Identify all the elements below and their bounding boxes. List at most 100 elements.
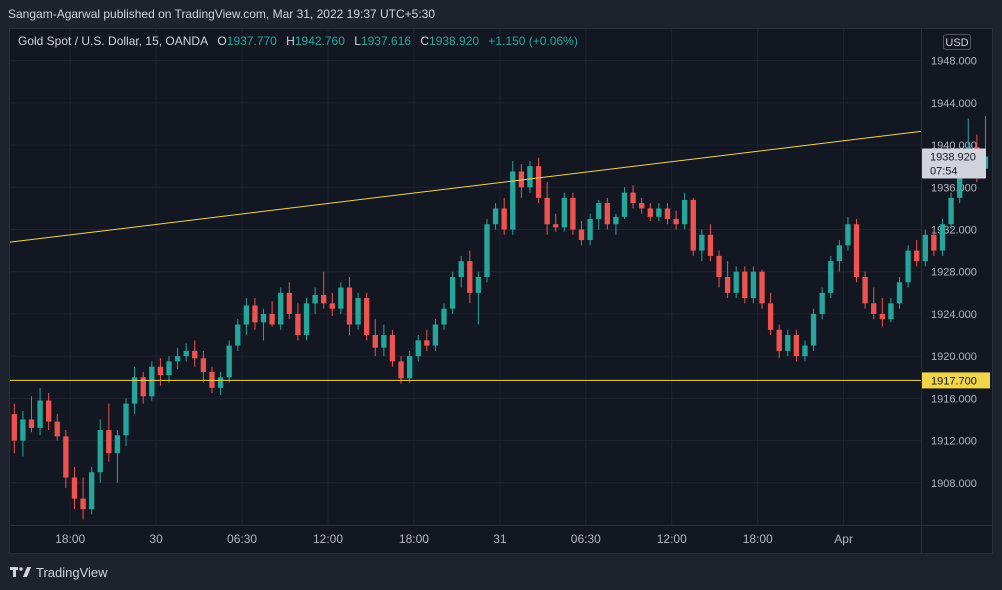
y-tick-label: 1932.000 (931, 225, 977, 237)
candle (699, 229, 705, 262)
candle (123, 398, 129, 446)
candle (673, 210, 679, 230)
candle-body (278, 292, 284, 325)
bar-countdown: 07:54 (930, 165, 958, 177)
candle-body (140, 377, 146, 397)
candle-body (828, 261, 834, 293)
candle (570, 192, 576, 235)
candle-body (458, 261, 464, 277)
footer-brand[interactable]: TradingView (10, 560, 108, 584)
candlestick-chart[interactable]: 1908.000 1912.000 1916.000 1920.000 1924.000… (10, 29, 992, 553)
candle (432, 319, 439, 351)
candle-body (810, 313, 817, 346)
x-tick-label: 12:00 (657, 532, 687, 546)
candle-body (510, 171, 516, 230)
candle (449, 271, 456, 314)
candle (681, 192, 688, 230)
candle (243, 298, 250, 336)
candle (475, 271, 482, 325)
y-tick-label: 1936.000 (931, 182, 977, 194)
candle (750, 266, 757, 304)
level-tag-bg (922, 372, 990, 389)
candle (802, 340, 808, 362)
candle (535, 157, 542, 204)
candle-body (157, 366, 164, 376)
candle (338, 282, 344, 314)
candle (174, 347, 181, 369)
candles-group (11, 115, 989, 520)
candle (286, 282, 292, 320)
candle-body (372, 335, 378, 348)
candle (71, 466, 78, 510)
candle (948, 192, 954, 230)
x-tick-label: 18:00 (55, 532, 85, 546)
candle-body (750, 271, 757, 299)
candle (931, 229, 937, 256)
candle (862, 271, 868, 309)
candle-body (209, 371, 215, 388)
candle (166, 356, 172, 383)
high-label: H (286, 34, 295, 48)
candle (776, 324, 782, 359)
candle-body (871, 303, 877, 314)
candle (329, 292, 335, 317)
candle-body (802, 345, 808, 357)
candle-body (836, 245, 843, 262)
chart-panel[interactable]: 1908.000 1912.000 1916.000 1920.000 1924.000… (9, 28, 993, 554)
last-price-bg (922, 148, 986, 179)
candle (355, 292, 361, 330)
candle (879, 298, 885, 327)
candle-body (681, 199, 688, 225)
candle-body (578, 229, 585, 241)
y-tick-label: 1928.000 (931, 267, 977, 279)
candle (467, 250, 473, 304)
candle (742, 266, 748, 304)
candle-body (570, 197, 576, 230)
candle-body (613, 216, 619, 225)
candle (639, 197, 645, 214)
candle-body (183, 350, 189, 357)
candle-body (80, 498, 86, 510)
candle-body (879, 313, 885, 320)
candle-body (656, 208, 662, 217)
candle (724, 261, 731, 299)
candle-body (845, 224, 851, 246)
candle-body (767, 303, 774, 330)
candle (226, 340, 232, 383)
candle-body (759, 271, 765, 304)
candle (621, 187, 628, 219)
candle (157, 358, 164, 386)
symbol-name: Gold Spot / U.S. Dollar, 15, OANDA (18, 34, 209, 48)
candle (888, 298, 894, 323)
candle-body (63, 436, 69, 478)
brand-name: TradingView (36, 564, 108, 580)
candle-body (544, 197, 550, 225)
candle (561, 192, 567, 232)
candle-body (149, 366, 155, 397)
candle-body (957, 166, 963, 198)
candle (364, 292, 370, 341)
y-tick-label: 1916.000 (931, 393, 977, 405)
y-tick-label: 1944.000 (931, 98, 977, 110)
currency-button[interactable]: USD (943, 34, 971, 50)
candle (939, 218, 946, 256)
publisher-text: Sangam-Agarwal published on TradingView.… (8, 7, 436, 21)
candle (905, 245, 911, 288)
candle (596, 199, 602, 230)
candle (252, 298, 258, 330)
candle-body (501, 208, 507, 230)
candle (149, 361, 155, 401)
candle-body (415, 340, 421, 357)
candle (381, 324, 387, 357)
candle (278, 287, 284, 330)
candle (131, 366, 138, 415)
candle-body (106, 430, 112, 454)
candle-body (707, 234, 714, 256)
candle (424, 329, 430, 351)
candle (217, 371, 224, 396)
candle (260, 308, 267, 341)
candle (853, 218, 860, 283)
candle-body (475, 277, 482, 293)
candle (587, 213, 593, 246)
candle-body (88, 472, 95, 510)
